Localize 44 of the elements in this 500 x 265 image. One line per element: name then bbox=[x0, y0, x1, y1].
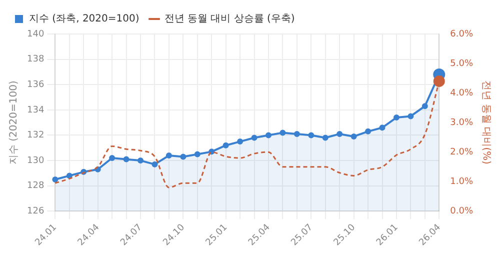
y2-tick-label: 3.0% bbox=[450, 118, 474, 128]
point bbox=[66, 172, 72, 179]
y2-tick-label: 5.0% bbox=[450, 58, 474, 69]
point bbox=[294, 130, 300, 137]
point bbox=[408, 113, 414, 120]
y2-tick-label: 6.0% bbox=[450, 29, 474, 40]
point bbox=[222, 142, 229, 148]
point bbox=[152, 161, 158, 168]
y2-tick-label: 4.0% bbox=[450, 88, 474, 98]
point bbox=[336, 130, 343, 137]
y-tick-label: 132 bbox=[26, 130, 44, 141]
y-tick-label: 136 bbox=[26, 80, 44, 90]
point bbox=[208, 148, 215, 155]
point bbox=[166, 152, 172, 158]
point bbox=[265, 132, 272, 138]
point bbox=[237, 138, 244, 145]
y-tick-label: 128 bbox=[26, 181, 44, 192]
y2-tick-label: 0.0% bbox=[450, 206, 474, 216]
point bbox=[138, 158, 144, 164]
point bbox=[422, 103, 428, 110]
y-tick-label: 126 bbox=[26, 206, 44, 216]
point bbox=[123, 156, 130, 162]
point bbox=[393, 114, 400, 121]
y2-axis-title: 전년 동월 대비(%) bbox=[480, 80, 492, 164]
y2-tick-label: 2.0% bbox=[450, 147, 474, 158]
point bbox=[180, 154, 186, 160]
y2-tick-label: 1.0% bbox=[450, 176, 474, 187]
point bbox=[109, 155, 116, 161]
y-axis-title: 지수 (2020=100) bbox=[8, 80, 20, 165]
y-tick-label: 140 bbox=[26, 29, 44, 40]
y-tick-label: 130 bbox=[26, 156, 44, 166]
point bbox=[194, 151, 200, 158]
y-tick-label: 134 bbox=[26, 105, 44, 116]
legend-label: 지수 (좌축, 2020=100) bbox=[29, 14, 140, 25]
point bbox=[280, 130, 286, 136]
y-tick-label: 138 bbox=[26, 54, 44, 65]
point bbox=[251, 134, 258, 141]
point bbox=[308, 132, 314, 138]
point bbox=[379, 124, 386, 131]
point bbox=[52, 176, 58, 183]
point bbox=[365, 128, 372, 134]
legend-label: 전년 동월 대비 상승률 (우축) bbox=[164, 14, 295, 25]
point bbox=[322, 134, 328, 141]
point bbox=[350, 133, 357, 140]
